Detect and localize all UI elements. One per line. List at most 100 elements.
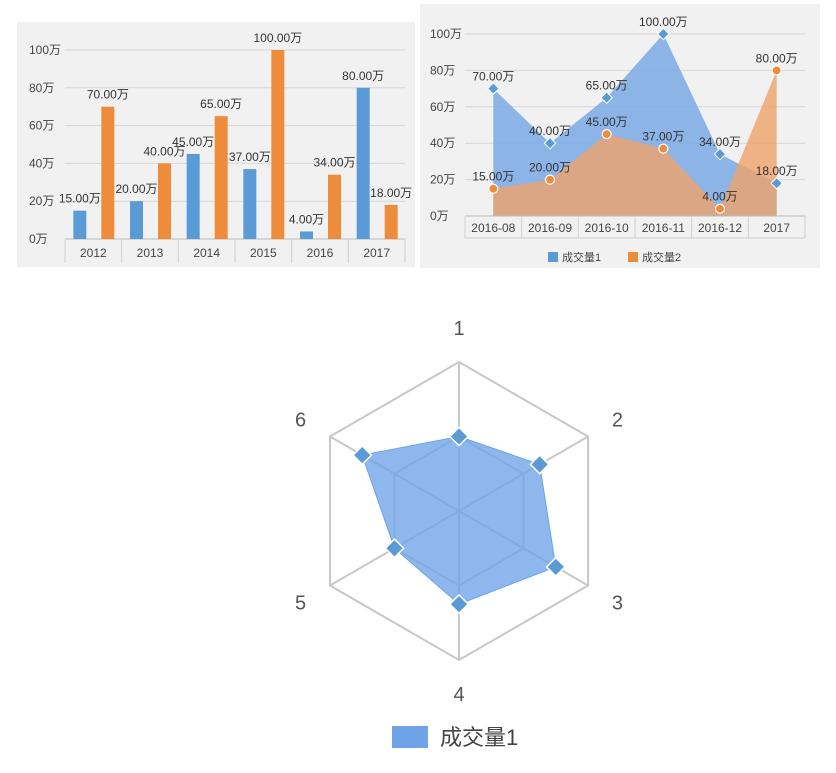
data-label: 37.00万 <box>229 150 271 164</box>
radar-axis-label: 2 <box>612 410 623 432</box>
data-label: 65.00万 <box>586 79 628 93</box>
x-tick-label: 2014 <box>193 246 220 260</box>
legend-item: 成交量1 <box>392 725 518 750</box>
radar-chart: 1 2 3 4 5 6 成交量1 <box>295 318 623 750</box>
bar <box>130 201 143 239</box>
data-label: 4.00万 <box>702 190 737 204</box>
radar-marker <box>448 593 470 615</box>
data-label: 34.00万 <box>313 156 355 170</box>
x-tick-label: 2015 <box>250 246 277 260</box>
radar-axis-label: 6 <box>295 410 306 432</box>
y-tick-label: 20万 <box>29 194 54 208</box>
data-label: 100.00万 <box>253 31 302 45</box>
x-tick-label: 2016-12 <box>698 221 742 235</box>
marker-diamond <box>600 91 614 105</box>
data-label: 20.00万 <box>529 161 571 175</box>
radar-chart-panel: 1 2 3 4 5 6 成交量1 <box>0 290 836 773</box>
legend-item: 成交量1 <box>548 250 601 264</box>
data-label: 20.00万 <box>115 182 157 196</box>
bar <box>356 87 370 239</box>
data-label: 100.00万 <box>639 15 688 29</box>
data-label: 37.00万 <box>642 130 684 144</box>
legend-label: 成交量1 <box>562 250 601 264</box>
data-label: 34.00万 <box>699 135 741 149</box>
y-tick-label: 100万 <box>29 43 61 57</box>
marker-diamond <box>770 176 784 190</box>
x-tick-label: 2016-11 <box>642 221 685 235</box>
bar <box>101 106 115 239</box>
bar-chart: 0万 20万 40万 60万 80万 100万 2012 15.00万 70.00万 2013 20… <box>29 31 412 263</box>
data-label: 40.00万 <box>143 144 185 158</box>
marker-circle <box>714 203 726 214</box>
y-tick-label: 60万 <box>29 119 54 133</box>
y-tick-label: 40万 <box>29 156 54 170</box>
data-label: 40.00万 <box>529 124 571 138</box>
data-label: 4.00万 <box>289 212 324 226</box>
radar-axis-label: 1 <box>453 318 464 340</box>
data-label: 45.00万 <box>586 115 628 129</box>
y-tick-label: 40万 <box>430 136 455 150</box>
x-tick-label: 2017 <box>363 246 390 260</box>
data-label: 80.00万 <box>756 51 798 65</box>
y-tick-label: 80万 <box>29 81 54 95</box>
y-tick-label: 0万 <box>29 232 48 246</box>
data-label: 18.00万 <box>370 186 412 200</box>
radar-axis-label: 4 <box>453 684 464 706</box>
marker-circle <box>658 143 669 154</box>
radar-area <box>361 435 557 605</box>
marker-circle <box>771 65 782 76</box>
x-tick-label: 2016 <box>307 246 334 260</box>
area-chart: 0万 20万 40万 60万 80万 100万 2016-08 2016-09 2016-10 2… <box>430 15 806 264</box>
y-tick-label: 100万 <box>430 27 462 41</box>
x-tick-label: 2013 <box>137 246 164 260</box>
marker-diamond <box>543 136 557 150</box>
radar-axis-label: 5 <box>295 593 306 615</box>
data-label: 80.00万 <box>342 69 384 83</box>
bar-chart-panel: 0万 20万 40万 60万 80万 100万 2012 15.00万 70.00万 2013 20… <box>17 22 415 267</box>
marker-circle <box>544 174 556 185</box>
radar-marker <box>384 537 405 559</box>
data-label: 45.00万 <box>172 135 214 149</box>
data-label: 70.00万 <box>87 88 129 102</box>
bar <box>186 153 200 239</box>
marker-diamond <box>713 147 727 161</box>
bar <box>214 116 228 239</box>
y-tick-label: 0万 <box>430 209 449 223</box>
y-tick-label: 20万 <box>430 173 455 187</box>
legend-swatch <box>628 252 638 262</box>
x-tick-label: 2012 <box>80 246 107 260</box>
y-tick-label: 80万 <box>430 63 455 77</box>
legend-swatch <box>548 252 558 262</box>
marker-diamond <box>656 27 670 41</box>
legend-label: 成交量2 <box>642 250 681 264</box>
bar <box>158 163 171 239</box>
data-label: 65.00万 <box>200 97 242 111</box>
legend-swatch <box>392 726 428 748</box>
data-label: 15.00万 <box>59 192 101 206</box>
area-chart-panel: 0万 20万 40万 60万 80万 100万 2016-08 2016-09 2016-10 2… <box>420 4 820 268</box>
radar-marker <box>448 426 470 447</box>
radar-marker <box>545 556 567 578</box>
legend-item: 成交量2 <box>628 250 681 264</box>
x-tick-label: 2017 <box>763 221 790 235</box>
x-tick-label: 2016-10 <box>585 221 629 235</box>
radar-marker <box>529 454 550 475</box>
x-tick-label: 2016-08 <box>471 221 515 235</box>
data-label: 15.00万 <box>472 170 514 184</box>
radar-axis-label: 3 <box>612 593 623 615</box>
data-label: 18.00万 <box>756 164 798 178</box>
bar <box>271 50 285 239</box>
area-fill <box>493 70 777 217</box>
marker-circle <box>488 183 499 194</box>
bar <box>243 169 257 239</box>
x-tick-label: 2016-09 <box>528 221 572 235</box>
marker-diamond <box>486 82 500 95</box>
bar <box>300 231 313 239</box>
bar <box>73 210 87 239</box>
bar <box>384 204 398 239</box>
data-label: 70.00万 <box>472 70 514 84</box>
legend-label: 成交量1 <box>440 725 518 750</box>
y-tick-label: 60万 <box>430 100 455 114</box>
radar-marker <box>351 444 373 466</box>
bar <box>328 174 341 239</box>
